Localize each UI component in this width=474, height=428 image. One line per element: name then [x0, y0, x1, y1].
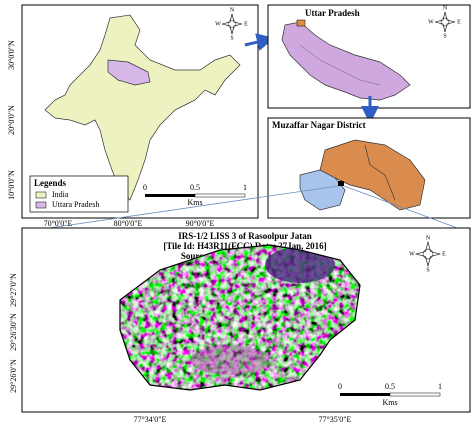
legend-item: India: [52, 190, 69, 199]
india-panel: 30°0'0"N 20°0'0"N 10°0'0"N 70°0'0"E 80°0…: [7, 4, 259, 228]
compass-w: W: [428, 19, 434, 25]
india-map: [44, 14, 241, 201]
arrow: [244, 33, 275, 51]
scale-tick: 0.5: [190, 183, 200, 192]
lon-label: 77°35'0"E: [319, 415, 352, 424]
lon-label: 90°0'0"E: [186, 219, 215, 228]
lon-label: 77°34'0"E: [134, 415, 167, 424]
village-marker: [338, 181, 344, 186]
legend-item: Uttara Pradesh: [52, 200, 99, 209]
lat-label: 10°0'0"N: [7, 170, 16, 200]
lat-label: 30°0'0"N: [7, 40, 16, 70]
connector: [21, 185, 339, 233]
compass-n: N: [230, 7, 235, 13]
lat-label: 29°27'0"N: [9, 273, 18, 307]
compass-e: E: [457, 19, 461, 25]
scale-tick: 1: [438, 382, 442, 391]
up-highlight: [107, 59, 151, 86]
legend-title: Legends: [34, 178, 67, 188]
image-title: IRS-1/2 LISS 3 of Rasoolpur Jatan: [178, 231, 312, 241]
panel-title: Muzaffar Nagar District: [272, 120, 366, 130]
legend-swatch: [35, 201, 47, 209]
compass: N S E W: [428, 5, 461, 39]
compass-s: S: [443, 33, 446, 39]
compass-n: N: [426, 235, 431, 241]
panel-title: Uttar Pradesh: [305, 8, 360, 18]
scale-tick: 0.5: [385, 382, 395, 391]
lat-label: 29°26'30"N: [9, 313, 18, 351]
lat-label: 20°0'0"N: [7, 105, 16, 135]
up-panel: Uttar Pradesh N S E W: [267, 4, 471, 109]
compass-s: S: [426, 267, 429, 273]
compass: N S E W: [215, 7, 248, 41]
district-marker: [296, 19, 306, 27]
legend: [29, 175, 129, 213]
scale-bar: 0 0.5 1 Kms: [143, 183, 247, 207]
lat-label: 29°26'0"N: [9, 359, 18, 393]
compass-e: E: [244, 21, 248, 27]
lon-label: 80°0'0"E: [114, 219, 143, 228]
scale-tick: 1: [243, 183, 247, 192]
compass-n: N: [443, 5, 448, 11]
compass-s: S: [230, 35, 233, 41]
tehsil-map: [299, 169, 346, 211]
compass-w: W: [409, 251, 415, 257]
scale-tick: 0: [338, 382, 342, 391]
district-panel: Muzaffar Nagar District: [267, 117, 471, 219]
compass: N S E W: [409, 235, 446, 273]
image-panel: IRS-1/2 LISS 3 of Rasoolpur Jatan [Tile …: [9, 227, 471, 424]
up-map: [281, 21, 411, 101]
connector: [343, 185, 469, 233]
scale-unit: Kms: [382, 398, 397, 407]
image-title: [Tile Id: H43R11(FCC) Date: 27Jan, 2016]: [163, 241, 326, 251]
legend-swatch: [35, 191, 47, 199]
scale-tick: 0: [143, 183, 147, 192]
scale-bar: 0 0.5 1 Kms: [338, 382, 442, 407]
lon-label: 70°0'0"E: [44, 219, 73, 228]
scale-unit: Kms: [187, 198, 202, 207]
compass-w: W: [215, 21, 221, 27]
compass-e: E: [442, 251, 446, 257]
